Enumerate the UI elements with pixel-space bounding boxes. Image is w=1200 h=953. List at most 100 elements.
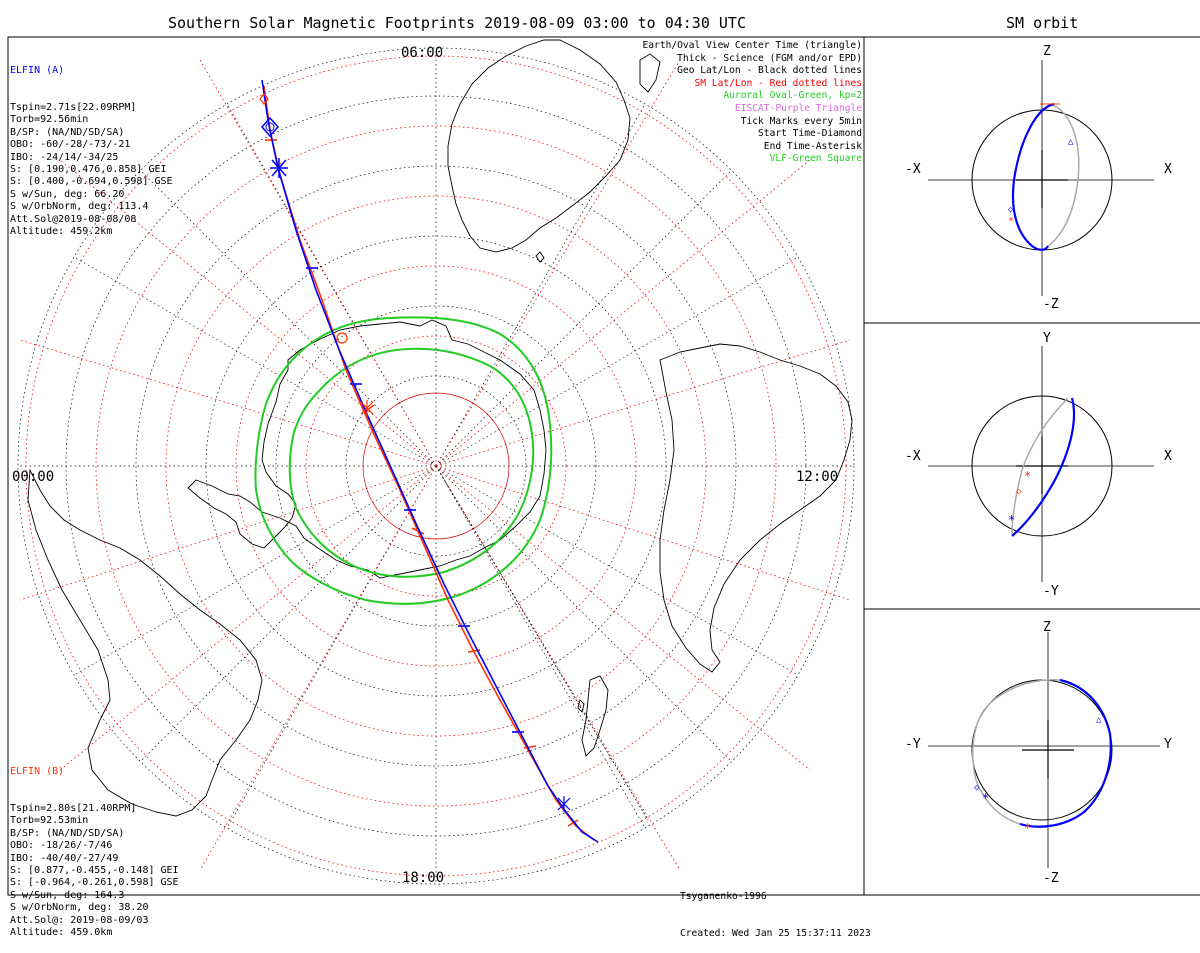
elfin-b-tick	[523, 745, 537, 749]
panel1-top-label: Z	[1043, 44, 1051, 59]
legend-entry: Thick - Science (FGM and/or EPD)	[677, 52, 862, 64]
africa-coastline	[447, 39, 631, 253]
footer: Tsyganenko-1996 Created: Wed Jan 25 15:3…	[680, 866, 871, 953]
elfin-b-tick	[411, 527, 425, 535]
sm-meridian	[59, 465, 437, 771]
new-zealand-coastline	[581, 675, 609, 757]
australia-coastline	[659, 343, 853, 673]
midnight-line	[435, 465, 649, 821]
orbit-marker-asterisk: *	[982, 791, 989, 805]
panel1-bottom-label: -Z	[1043, 297, 1059, 312]
geo-grid	[17, 47, 855, 885]
elfin-b-line: Torb=92.53min	[10, 815, 89, 827]
orbit-blue-path	[1011, 397, 1076, 537]
legend-entry: Start Time-Diamond	[758, 128, 862, 140]
legend-entry: SM Lat/Lon - Red dotted lines	[694, 77, 862, 89]
legend-entry: End Time-Asterisk	[763, 140, 862, 152]
geo-meridian	[435, 169, 733, 467]
geo-grid-circle	[275, 305, 597, 627]
orbit-gray-path	[971, 679, 1061, 825]
elfin-a-lines: Tspin=2.71s[22.09RPM] Torb=92.56min B/SP: …	[10, 102, 173, 238]
panel3-top-label: Z	[1043, 620, 1051, 635]
orbit-marker-diamond: ◇	[1016, 487, 1022, 497]
elfin-b-line: Tspin=2.80s[21.40RPM]	[10, 803, 137, 815]
elfin-a-line: S: [0.400,-0.694,0.598] GSE	[10, 176, 173, 188]
sm-grid-circle	[305, 335, 567, 597]
sm-meridian	[19, 339, 437, 467]
geo-meridian	[73, 465, 437, 676]
panel1-left-label: -X	[905, 162, 921, 177]
clock-label-left: 00:00	[12, 469, 55, 485]
elfin-b-line: OBO: -18/26/-7/46	[10, 840, 113, 852]
panel3-right-label: Y	[1164, 737, 1172, 752]
elfin-b-line: S w/Sun, deg: 164.3	[10, 889, 125, 901]
elfin-a-trace	[261, 79, 599, 843]
panel1-right-label: X	[1164, 162, 1172, 177]
panel2-top-label: Y	[1043, 331, 1051, 346]
antarctica-coastline	[187, 319, 547, 579]
auroral-oval-outer	[254, 316, 553, 605]
orbit-panel-xz: △ * ◇	[928, 60, 1154, 296]
coastlines	[27, 39, 853, 817]
geo-meridian	[73, 256, 437, 467]
orbit-blue-path	[1011, 102, 1055, 251]
geo-grid-circle	[17, 47, 855, 885]
elfin-b-line: B/SP: (NA/ND/SD/SA)	[10, 827, 125, 839]
sm-meridian	[199, 465, 437, 871]
elfin-a-line: S: [0.190,0.476,0.858] GEI	[10, 164, 167, 176]
sm-meridian	[435, 465, 811, 771]
geo-meridian	[435, 465, 733, 763]
elfin-b-line: Att.Sol@: 2019-08-09/03	[10, 914, 149, 926]
clock-label-top: 06:00	[401, 45, 444, 61]
madagascar-coastline	[639, 53, 661, 93]
elfin-a-track	[261, 79, 599, 843]
elfin-b-line: S: [-0.964,-0.261,0.598] GSE	[10, 877, 179, 889]
auroral-oval-inner	[288, 347, 535, 578]
geo-meridian	[226, 103, 437, 467]
south-america-coastline	[27, 468, 263, 817]
elfin-b-tick	[567, 819, 579, 827]
orbit-marker-triangle: △	[1068, 137, 1074, 147]
orbit-marker-triangle: △	[1096, 715, 1102, 725]
sm-grid-circle	[25, 55, 847, 877]
map-clip-group	[17, 39, 855, 885]
geo-meridian	[435, 465, 799, 676]
elfin-a-info: ELFIN (A) Tspin=2.71s[22.09RPM] Torb=92.5…	[10, 40, 173, 251]
orbit-marker-asterisk: *	[1024, 821, 1031, 835]
start-end-markers	[259, 93, 571, 812]
orbit-marker-asterisk: *	[1008, 216, 1014, 227]
sm-grid-circle	[95, 125, 777, 807]
side-title: SM orbit	[1006, 14, 1079, 32]
orbit-gray-path	[1047, 103, 1080, 247]
sm-grid-circle	[165, 195, 707, 737]
geo-meridian	[139, 465, 437, 763]
orbit-panel-xy: * * ◇	[928, 346, 1154, 582]
map-frame	[7, 36, 865, 896]
created-label: Created: Wed Jan 25 15:37:11 2023	[680, 928, 871, 940]
legend-entry: Geo Lat/Lon - Black dotted lines	[677, 65, 862, 77]
elfin-a-line: Att.Sol@2019-08-08/08	[10, 213, 137, 225]
elfin-b-line: Altitude: 459.0km	[10, 927, 113, 939]
elfin-a-end-asterisk-2	[557, 796, 571, 812]
geo-meridian	[435, 256, 799, 467]
elfin-a-line: S w/OrbNorm, deg: 113.4	[10, 201, 149, 213]
footprint-map: △ * ◇ * * ◇ * * ◇ △	[7, 36, 1200, 896]
elfin-a-line: B/SP: (NA/ND/SD/SA)	[10, 126, 125, 138]
orbit-gray-path	[1011, 397, 1069, 535]
elfin-b-info: ELFIN (B) Tspin=2.80s[21.40RPM] Torb=92.5…	[10, 741, 179, 952]
elfin-b-start-diamond	[259, 93, 269, 105]
elfin-a-start-circle	[265, 122, 275, 132]
orbit-marker-diamond: ◇	[1008, 205, 1014, 215]
main-title: Southern Solar Magnetic Footprints 2019-…	[168, 14, 746, 32]
elfin-b-lines: Tspin=2.80s[21.40RPM] Torb=92.53min B/SP: …	[10, 803, 179, 939]
panel2-right-label: X	[1164, 449, 1172, 464]
sm-grid-circle	[235, 265, 637, 667]
orbit-marker-diamond: ◇	[974, 783, 980, 793]
elfin-b-end-asterisk	[360, 400, 374, 416]
legend-entry: Tick Marks every 5min	[740, 115, 862, 127]
elfin-a-line: IBO: -24/14/-34/25	[10, 151, 119, 163]
sm-grid	[19, 55, 851, 877]
geo-meridian	[226, 465, 437, 829]
elfin-a-line: OBO: -60/-28/-73/-21	[10, 139, 131, 151]
elfin-a-start-diamond	[260, 116, 280, 138]
